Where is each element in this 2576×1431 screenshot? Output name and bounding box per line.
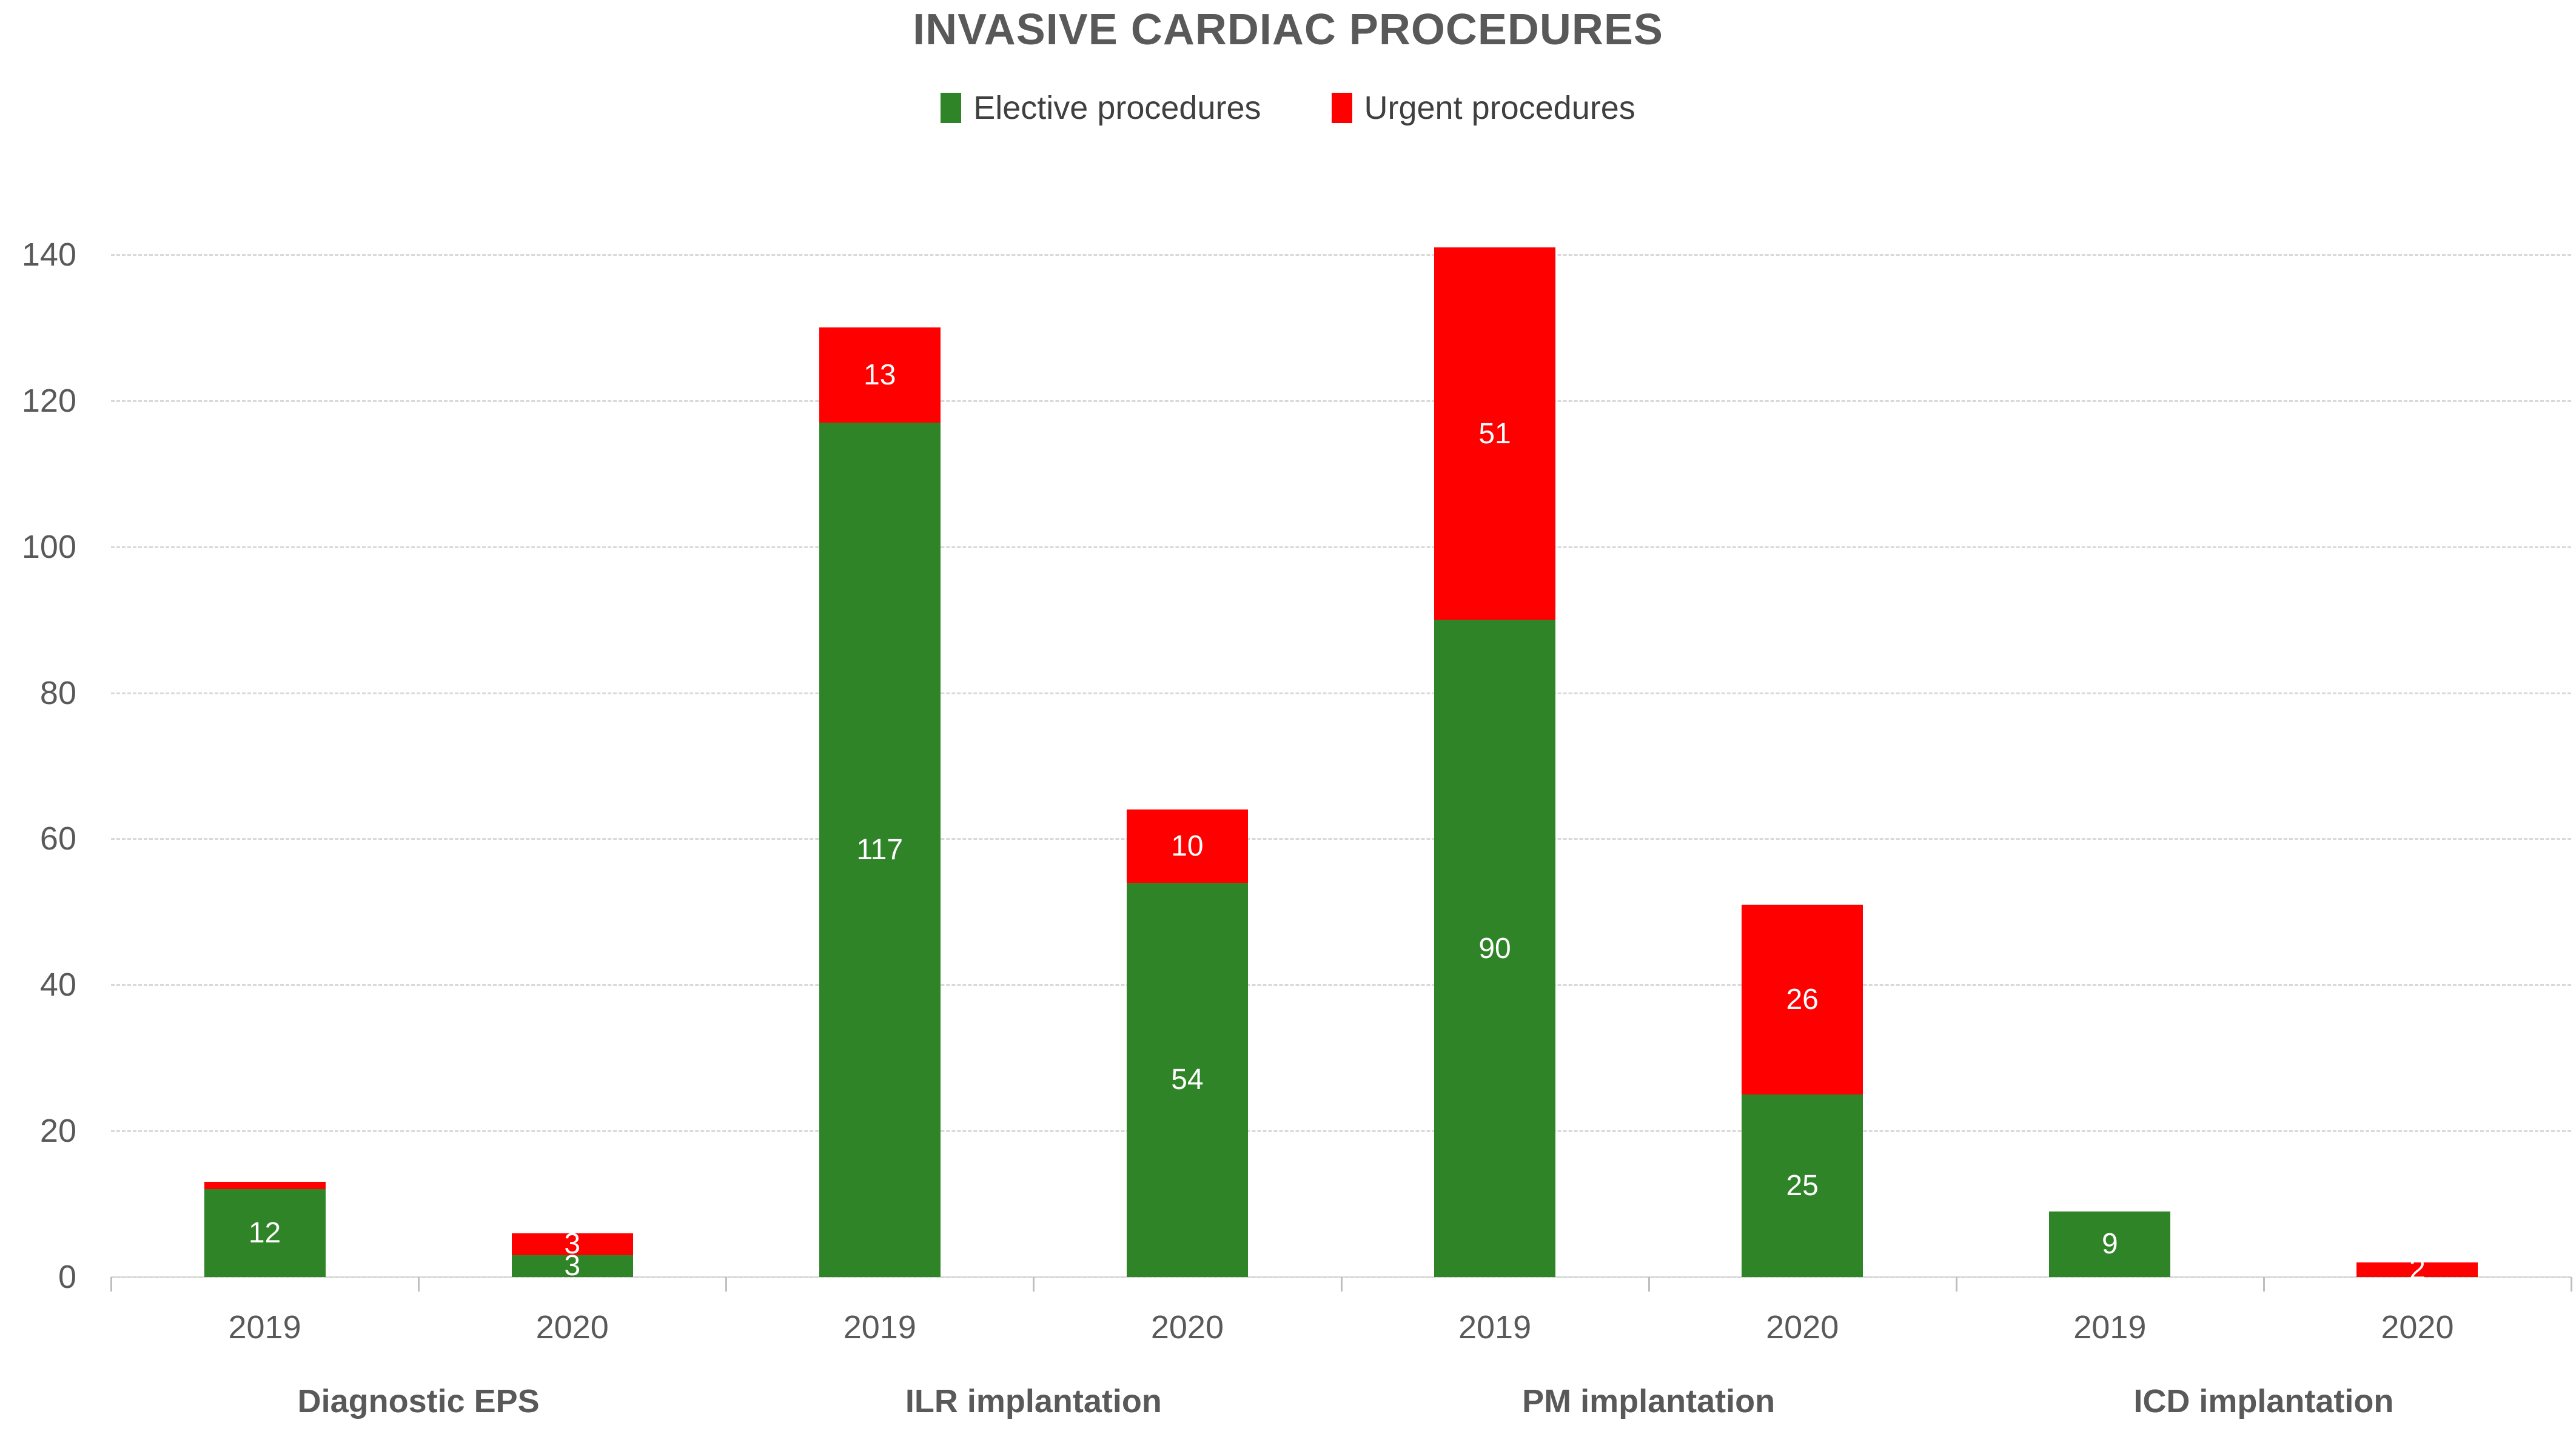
x-axis-year-label: 2019	[2073, 1309, 2147, 1346]
x-axis-year-label: 2020	[1766, 1309, 1839, 1346]
x-axis-year-label: 2019	[843, 1309, 916, 1346]
bar-segment-urgent	[204, 1182, 326, 1190]
bar-segment-elective	[204, 1189, 326, 1277]
bar-segment-urgent	[1742, 904, 1863, 1094]
legend-item-elective: Elective procedures	[941, 89, 1261, 127]
x-axis-year-label: 2019	[1458, 1309, 1532, 1346]
legend-item-urgent: Urgent procedures	[1331, 89, 1635, 127]
bar-segment-urgent	[1126, 809, 1248, 883]
x-axis-tick	[2571, 1277, 2572, 1292]
x-axis-tick	[725, 1277, 728, 1292]
bar-segment-elective	[1126, 882, 1248, 1277]
group-label: ICD implantation	[2133, 1383, 2394, 1419]
y-axis-tick-label: 100	[21, 528, 76, 565]
urgent-swatch-icon	[1331, 93, 1352, 123]
x-axis-tick	[110, 1277, 112, 1292]
bar-segment-urgent	[511, 1233, 633, 1255]
gridline	[111, 1130, 2571, 1133]
bar-segment-urgent	[2356, 1262, 2478, 1277]
gridline	[111, 254, 2571, 256]
gridline	[111, 838, 2571, 840]
bar-segment-urgent	[1434, 247, 1556, 620]
x-axis-tick	[1033, 1277, 1035, 1292]
legend: Elective procedures Urgent procedures	[0, 89, 2576, 127]
x-axis-year-label: 2020	[535, 1309, 609, 1346]
bar-segment-elective	[1434, 620, 1556, 1277]
x-axis-tick	[1648, 1277, 1650, 1292]
gridline	[111, 984, 2571, 987]
gridline	[111, 692, 2571, 694]
x-axis-tick	[2262, 1277, 2265, 1292]
group-label: Diagnostic EPS	[297, 1383, 540, 1419]
x-axis-tick	[418, 1277, 420, 1292]
y-axis-tick-label: 20	[39, 1113, 76, 1150]
group-label: ILR implantation	[905, 1383, 1162, 1419]
group-label: PM implantation	[1522, 1383, 1776, 1419]
y-axis-tick-label: 120	[21, 382, 76, 419]
elective-swatch-icon	[941, 93, 962, 123]
bar-segment-elective	[511, 1255, 633, 1277]
x-axis-year-label: 2020	[2381, 1309, 2454, 1346]
x-axis-tick	[1955, 1277, 1957, 1292]
gridline	[111, 400, 2571, 402]
y-axis-tick-label: 140	[21, 236, 76, 273]
bar-segment-urgent	[819, 327, 941, 423]
y-axis-tick-label: 40	[39, 967, 76, 1004]
x-axis-tick	[1340, 1277, 1343, 1292]
y-axis-tick-label: 80	[39, 674, 76, 711]
chart-title: INVASIVE CARDIAC PROCEDURES	[913, 5, 1663, 54]
legend-label-elective: Elective procedures	[973, 90, 1261, 126]
bar-segment-elective	[819, 422, 941, 1277]
legend-label-urgent: Urgent procedures	[1364, 90, 1635, 126]
bar-segment-elective	[1742, 1094, 1863, 1277]
bar-segment-elective	[2049, 1211, 2171, 1277]
gridline	[111, 546, 2571, 548]
y-axis-tick-label: 0	[58, 1259, 76, 1295]
y-axis-tick-label: 60	[39, 820, 76, 857]
x-axis-year-label: 2019	[228, 1309, 301, 1346]
x-axis-year-label: 2020	[1150, 1309, 1224, 1346]
